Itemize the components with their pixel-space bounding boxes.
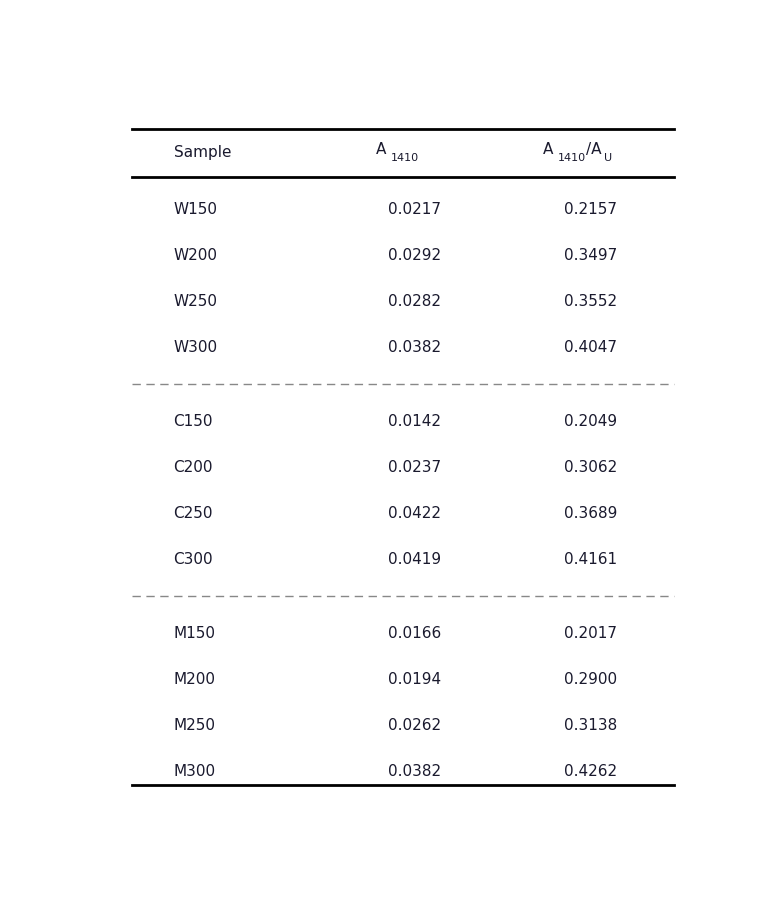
Text: 0.2017: 0.2017 (564, 626, 618, 641)
Text: W150: W150 (174, 202, 218, 216)
Text: Sample: Sample (174, 145, 231, 160)
Text: 0.0166: 0.0166 (388, 626, 441, 641)
Text: M300: M300 (174, 764, 216, 779)
Text: 1410: 1410 (391, 154, 419, 163)
Text: 0.0194: 0.0194 (388, 672, 441, 687)
Text: 0.3497: 0.3497 (564, 248, 618, 263)
Text: 0.0142: 0.0142 (388, 414, 441, 428)
Text: 0.0262: 0.0262 (388, 718, 441, 733)
Text: C250: C250 (174, 506, 213, 521)
Text: W250: W250 (174, 294, 218, 309)
Text: A: A (376, 142, 387, 157)
Text: C200: C200 (174, 460, 213, 475)
Text: 0.0382: 0.0382 (388, 764, 441, 779)
Text: M250: M250 (174, 718, 215, 733)
Text: C150: C150 (174, 414, 213, 428)
Text: 0.0292: 0.0292 (388, 248, 441, 263)
Text: 0.3552: 0.3552 (564, 294, 618, 309)
Text: 0.3138: 0.3138 (564, 718, 618, 733)
Text: W300: W300 (174, 340, 218, 355)
Text: 0.2157: 0.2157 (564, 202, 618, 216)
Text: 0.2900: 0.2900 (564, 672, 618, 687)
Text: 0.4161: 0.4161 (564, 552, 618, 567)
Text: 0.4047: 0.4047 (564, 340, 618, 355)
Text: M150: M150 (174, 626, 215, 641)
Text: W200: W200 (174, 248, 218, 263)
Text: 0.2049: 0.2049 (564, 414, 618, 428)
Text: 0.4262: 0.4262 (564, 764, 618, 779)
Text: 0.0382: 0.0382 (388, 340, 441, 355)
Text: 0.3062: 0.3062 (564, 460, 618, 475)
Text: M200: M200 (174, 672, 215, 687)
Text: 1410: 1410 (558, 154, 586, 163)
Text: 0.0282: 0.0282 (388, 294, 441, 309)
Text: 0.0217: 0.0217 (388, 202, 441, 216)
Text: /A: /A (586, 142, 601, 157)
Text: 0.0422: 0.0422 (388, 506, 441, 521)
Text: U: U (604, 154, 613, 163)
Text: 0.0237: 0.0237 (388, 460, 441, 475)
Text: A: A (543, 142, 554, 157)
Text: 0.3689: 0.3689 (564, 506, 618, 521)
Text: 0.0419: 0.0419 (388, 552, 441, 567)
Text: C300: C300 (174, 552, 213, 567)
